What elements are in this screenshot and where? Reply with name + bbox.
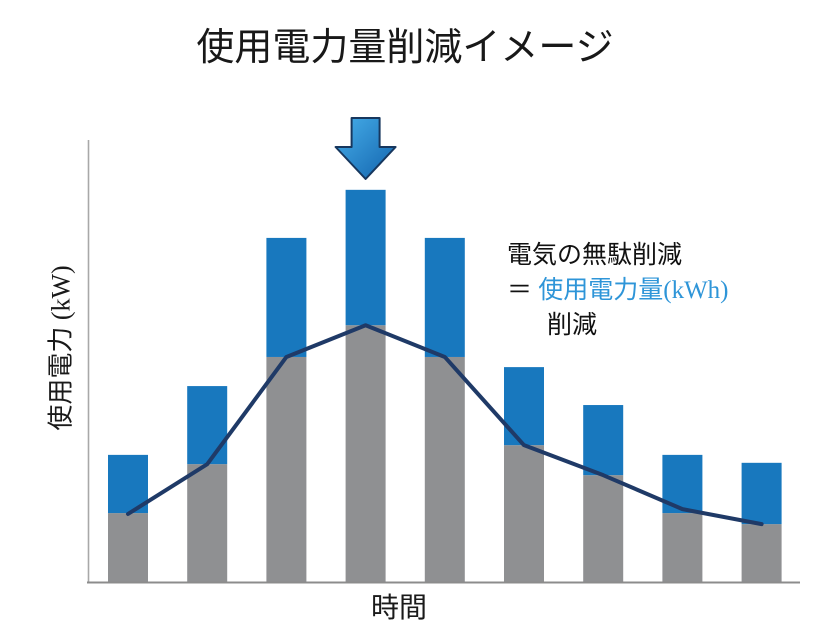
- down-arrow-icon: [334, 117, 397, 180]
- bar-gray-segment: [187, 464, 228, 582]
- bar-blue-segment: [187, 386, 228, 465]
- bar-gray-segment: [108, 513, 148, 582]
- chart-title: 使用電力量削減イメージ: [196, 27, 614, 69]
- annotation: 電気の無駄削減 ＝ 使用電力量(kWh) 削減: [507, 238, 729, 343]
- bar-gray-segment: [504, 445, 544, 582]
- annotation-blue-text: 使用電力量(kWh): [538, 277, 729, 304]
- bar-gray-segment: [266, 356, 307, 582]
- annotation-line2: ＝ 使用電力量(kWh): [507, 273, 729, 308]
- bar-gray-segment: [345, 325, 386, 582]
- y-axis-label: 使用電力 (kW): [46, 265, 76, 431]
- annotation-line1: 電気の無駄削減: [507, 242, 683, 269]
- bar-blue-segment: [266, 237, 307, 357]
- annotation-equals-sign: ＝: [507, 277, 533, 304]
- bar-gray-segment: [583, 475, 624, 582]
- bar-gray-segment: [424, 356, 465, 582]
- bar-blue-segment: [345, 189, 386, 326]
- bar-blue-segment: [741, 462, 782, 525]
- bar-gray-segment: [741, 524, 782, 582]
- bar-blue-segment: [504, 367, 544, 446]
- usage-line: [126, 323, 764, 527]
- annotation-line3: 削減: [547, 312, 598, 339]
- bar-blue-segment: [583, 405, 624, 476]
- bar-blue-segment: [424, 237, 465, 357]
- x-axis-label: 時間: [370, 593, 428, 623]
- bar-gray-segment: [662, 513, 703, 582]
